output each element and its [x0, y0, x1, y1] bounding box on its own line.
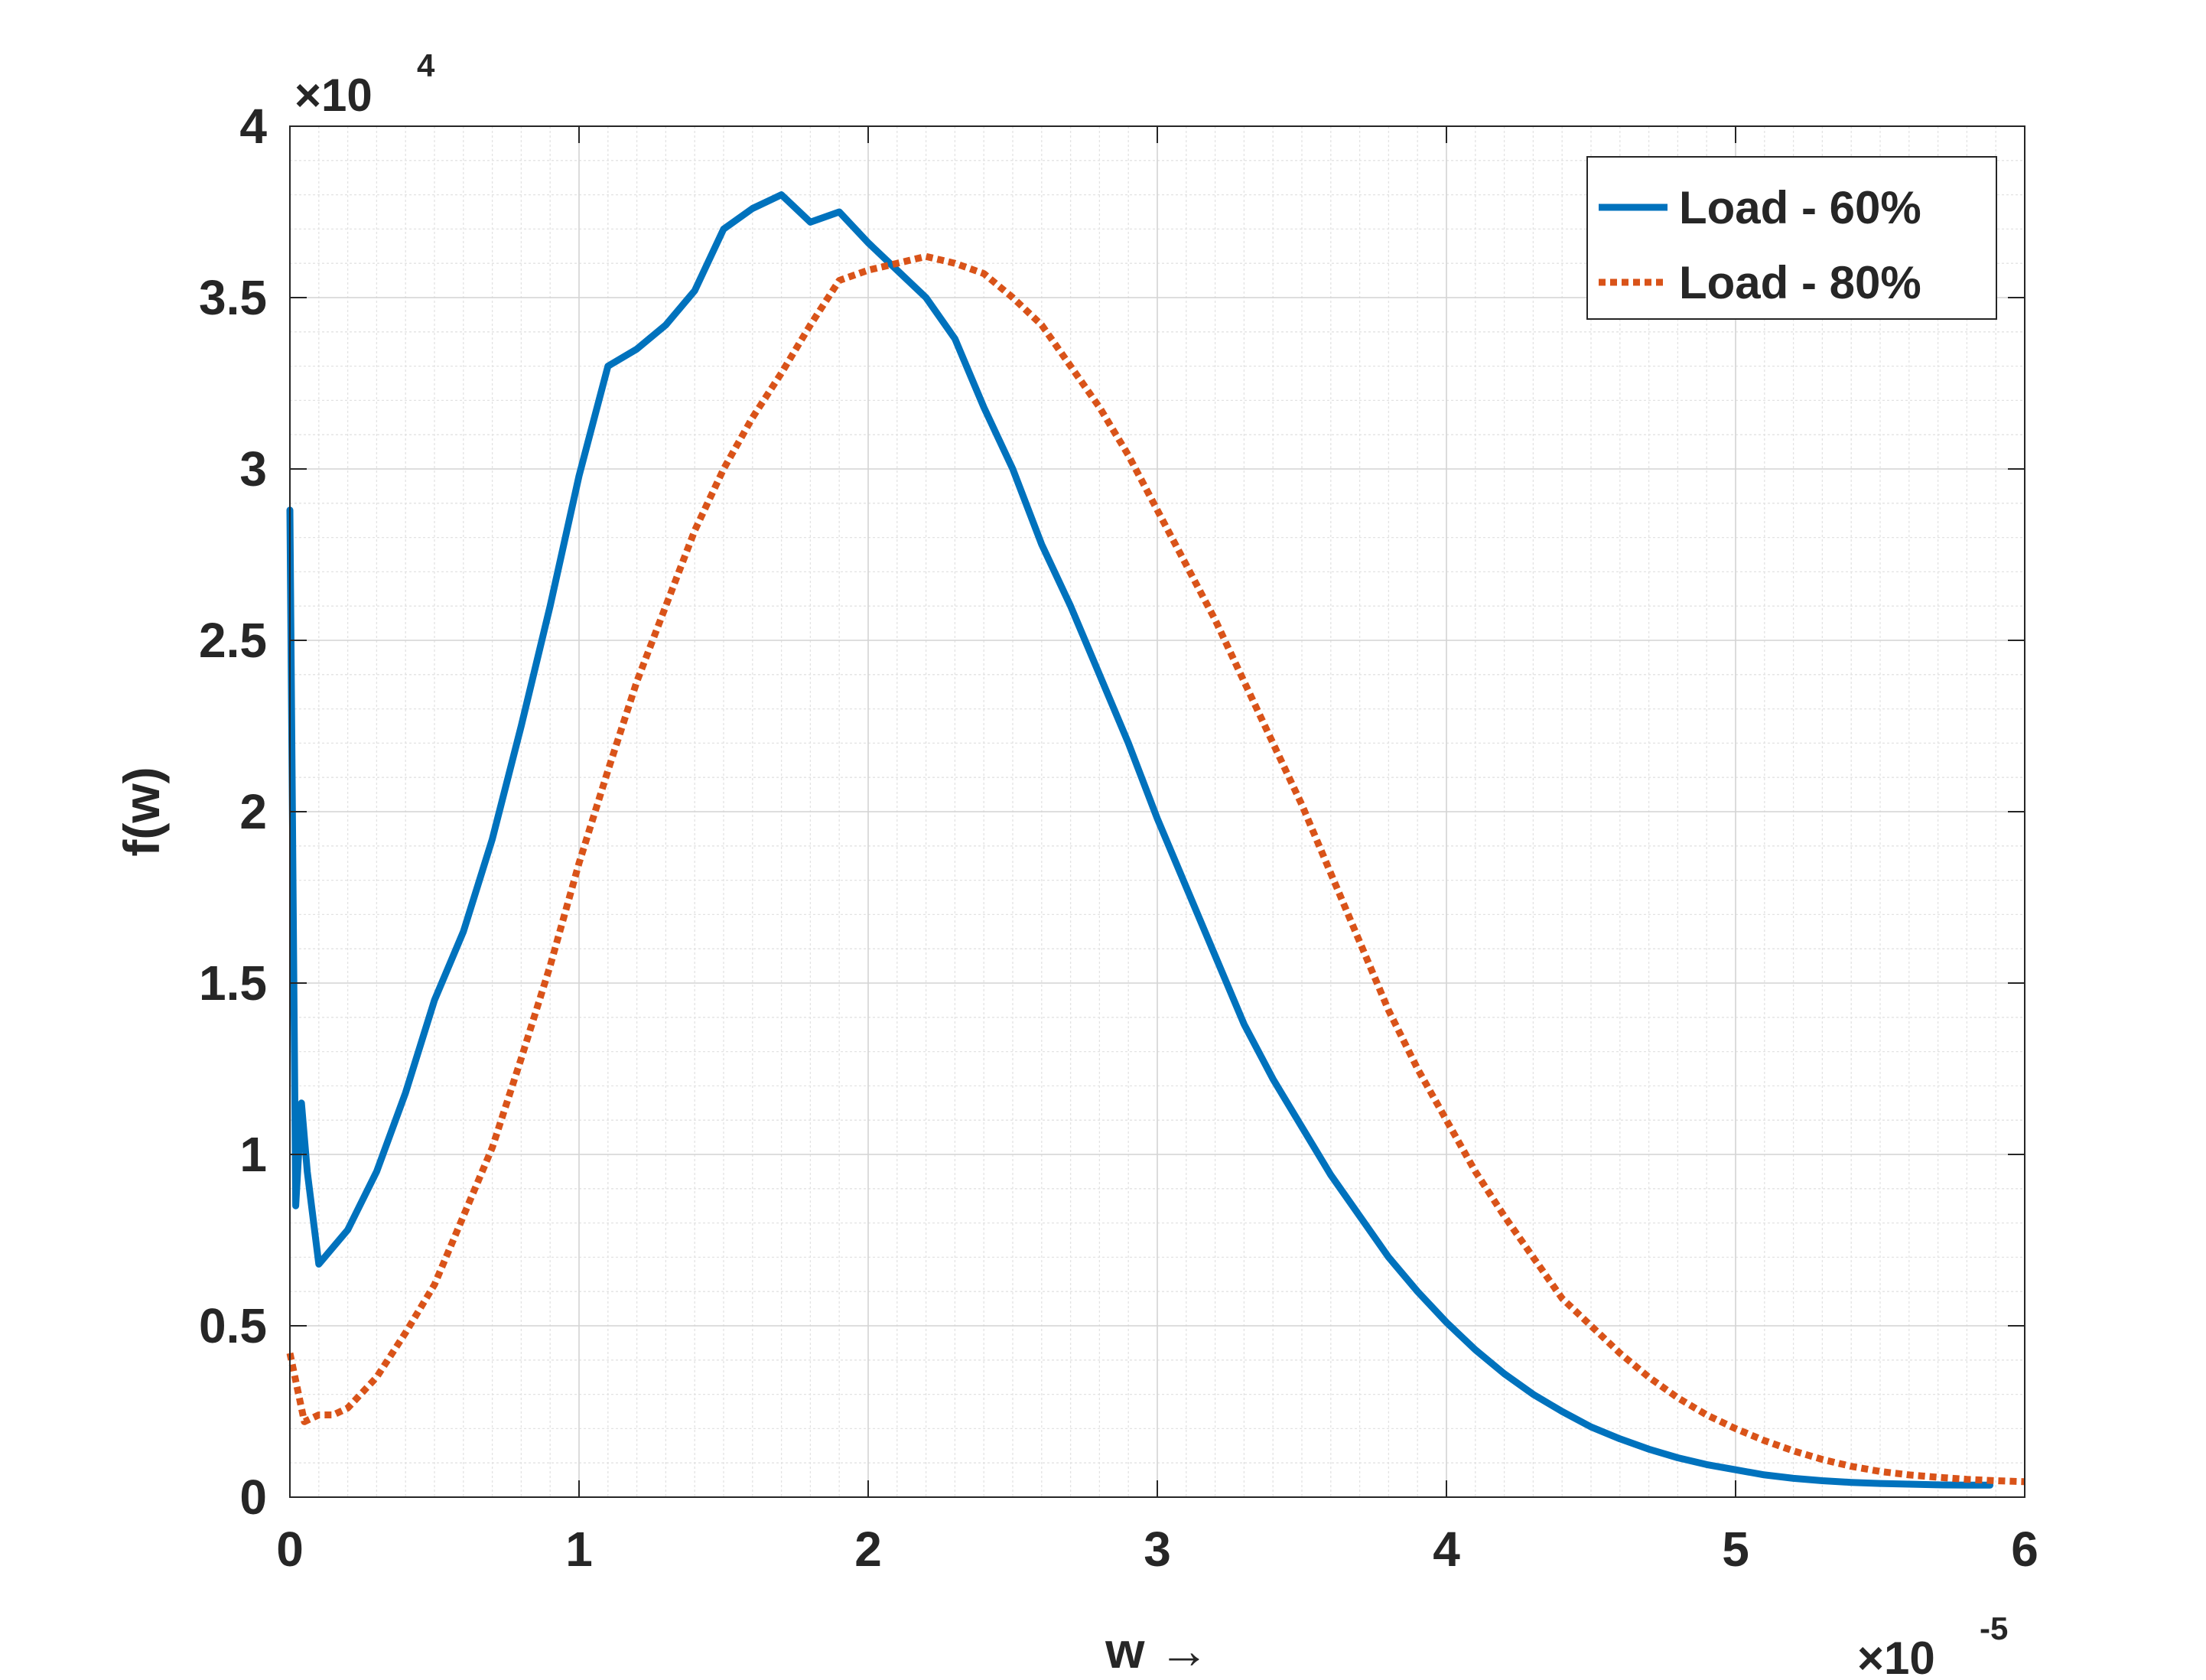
series-line-load-60 — [286, 191, 1994, 1489]
x-exponent-base: ×10 — [1857, 1633, 1935, 1676]
y-tick-label: 0.5 — [199, 1298, 267, 1353]
legend-box — [1586, 156, 1997, 320]
x-exponent-power: -5 — [1980, 1610, 2008, 1646]
y-exponent-power: 4 — [417, 47, 435, 83]
y-tick-label: 2.5 — [199, 613, 267, 668]
plot-area — [286, 125, 2025, 1498]
legend-label-load-60: Load - 60% — [1679, 182, 1921, 233]
x-tick-label: 4 — [1433, 1522, 1460, 1577]
y-exponent-base: ×10 — [294, 70, 373, 121]
y-tick-label: 1 — [239, 1127, 267, 1182]
x-tick-label: 6 — [2011, 1522, 2038, 1577]
y-exponent-label: ×10 4 — [294, 47, 435, 121]
y-tick-label: 3 — [239, 441, 267, 497]
tick-marks — [289, 125, 2025, 1498]
x-exponent-label: ×10 -5 — [1857, 1610, 2008, 1680]
x-axis-label: w → — [1105, 1622, 1209, 1676]
y-tick-labels: 0 0.5 1 1.5 2 2.5 3 3.5 4 — [199, 99, 267, 1525]
y-tick-label: 4 — [239, 99, 267, 154]
legend: Load - 60% Load - 80% — [1586, 156, 1997, 320]
x-tick-label: 2 — [854, 1522, 882, 1577]
x-tick-label: 1 — [565, 1522, 593, 1577]
y-tick-label: 1.5 — [199, 956, 267, 1011]
x-tick-label: 0 — [276, 1522, 304, 1577]
x-tick-label: 3 — [1144, 1522, 1171, 1577]
y-tick-label: 0 — [239, 1470, 267, 1525]
legend-label-load-80: Load - 80% — [1679, 257, 1921, 308]
y-tick-label: 2 — [239, 784, 267, 839]
x-tick-label: 5 — [1722, 1522, 1749, 1577]
y-axis-label: f(w) — [113, 767, 170, 856]
y-tick-label: 3.5 — [199, 270, 267, 325]
series-line-load-80 — [286, 252, 2025, 1486]
series-layer — [286, 191, 2025, 1489]
x-tick-labels: 0 1 2 3 4 5 6 — [276, 1522, 2038, 1577]
